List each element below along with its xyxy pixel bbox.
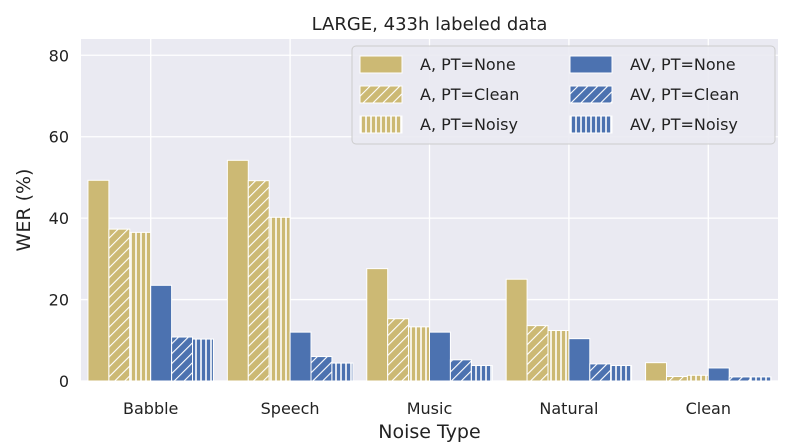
x-tick-label: Babble xyxy=(123,399,178,418)
bar xyxy=(665,376,688,382)
bar xyxy=(87,179,110,382)
legend-label: A, PT=Clean xyxy=(420,85,519,104)
bar xyxy=(366,268,389,382)
legend: A, PT=None A, PT=Clean A, PT=Noisy AV, PT=N… xyxy=(351,45,776,145)
x-tick-label: Natural xyxy=(539,399,598,418)
bar xyxy=(686,374,709,382)
legend-label: A, PT=None xyxy=(420,55,516,74)
legend-swatch xyxy=(569,115,613,134)
bar xyxy=(129,231,152,382)
bar xyxy=(387,318,410,382)
legend-label: AV, PT=Clean xyxy=(630,85,739,104)
chart-title: LARGE, 433h labeled data xyxy=(312,14,548,35)
bars-group xyxy=(87,159,772,382)
x-tick-label: Clean xyxy=(686,399,731,418)
bar xyxy=(470,365,493,382)
legend-label: AV, PT=Noisy xyxy=(630,115,738,134)
bar xyxy=(226,159,249,382)
y-axis-label: WER (%) xyxy=(13,169,35,252)
bar xyxy=(610,365,633,382)
bar xyxy=(310,356,333,382)
bar xyxy=(449,359,472,382)
bar xyxy=(547,330,570,382)
bar xyxy=(408,326,430,382)
bar xyxy=(505,278,528,382)
y-tick-label: 80 xyxy=(49,46,69,65)
bar xyxy=(268,216,291,382)
y-tick-label: 40 xyxy=(49,209,69,228)
legend-label: AV, PT=None xyxy=(630,55,736,74)
legend-swatch xyxy=(569,85,613,104)
legend-box xyxy=(351,45,776,145)
legend-label: A, PT=Noisy xyxy=(420,115,518,134)
x-tick-label: Speech xyxy=(261,399,320,418)
bar xyxy=(429,331,451,382)
bar xyxy=(331,362,354,382)
bar xyxy=(645,362,667,382)
x-tick-labels: Babble Speech Music Natural Clean xyxy=(123,399,731,418)
x-tick-label: Music xyxy=(407,399,453,418)
bar xyxy=(171,336,194,382)
y-tick-label: 0 xyxy=(59,372,69,391)
bar xyxy=(289,331,312,382)
legend-swatch xyxy=(569,55,613,74)
x-axis-label: Noise Type xyxy=(378,421,480,443)
bar xyxy=(247,180,270,382)
legend-swatch xyxy=(359,55,403,74)
y-tick-label: 20 xyxy=(49,291,69,310)
bar xyxy=(728,376,751,382)
legend-swatch xyxy=(359,115,403,134)
bar xyxy=(108,228,131,382)
bar xyxy=(749,376,772,382)
legend-swatch xyxy=(359,85,403,104)
bar xyxy=(526,325,549,382)
y-tick-labels: 0 20 40 60 80 xyxy=(49,46,69,391)
y-tick-label: 60 xyxy=(49,128,69,147)
bar xyxy=(150,284,173,382)
bar xyxy=(192,338,214,382)
bar xyxy=(568,338,591,382)
bar xyxy=(589,363,612,382)
bar xyxy=(707,367,730,382)
